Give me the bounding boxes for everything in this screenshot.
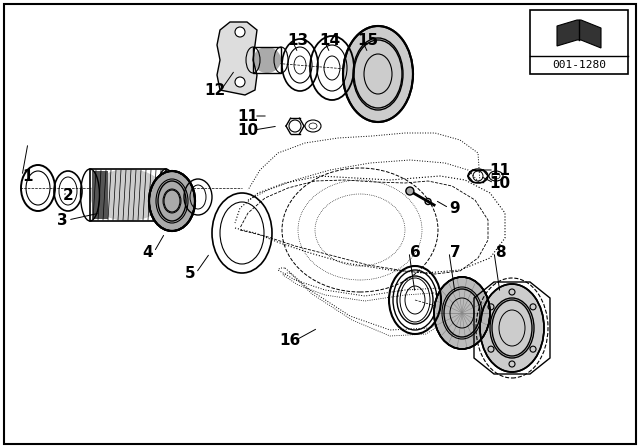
Bar — [530, 10, 628, 74]
Text: 16: 16 — [280, 332, 301, 348]
Ellipse shape — [343, 26, 413, 122]
Circle shape — [406, 187, 414, 195]
Text: 14: 14 — [319, 33, 340, 47]
Polygon shape — [557, 20, 601, 48]
Ellipse shape — [434, 277, 490, 349]
Text: 5: 5 — [185, 266, 195, 280]
Bar — [253, 47, 281, 73]
Text: 10: 10 — [490, 176, 511, 190]
Text: 7: 7 — [450, 245, 460, 259]
Text: 6: 6 — [410, 245, 420, 259]
Text: 4: 4 — [143, 245, 154, 259]
Text: 15: 15 — [357, 33, 379, 47]
Ellipse shape — [480, 284, 544, 372]
Text: 001-1280: 001-1280 — [552, 60, 606, 70]
Text: 13: 13 — [287, 33, 308, 47]
Text: 12: 12 — [204, 82, 226, 98]
Bar — [90, 169, 166, 221]
Text: 10: 10 — [237, 122, 259, 138]
Circle shape — [235, 77, 245, 87]
Circle shape — [235, 27, 245, 37]
Bar — [92, 171, 108, 219]
Text: 1: 1 — [23, 168, 33, 184]
Text: 3: 3 — [57, 212, 67, 228]
Text: 8: 8 — [495, 245, 506, 259]
Text: 2: 2 — [63, 188, 74, 202]
Text: 11: 11 — [237, 108, 259, 124]
Polygon shape — [217, 22, 257, 95]
Ellipse shape — [253, 47, 281, 73]
Text: 11: 11 — [490, 163, 511, 177]
Ellipse shape — [90, 169, 166, 221]
Ellipse shape — [149, 171, 195, 231]
Text: 9: 9 — [450, 201, 460, 215]
